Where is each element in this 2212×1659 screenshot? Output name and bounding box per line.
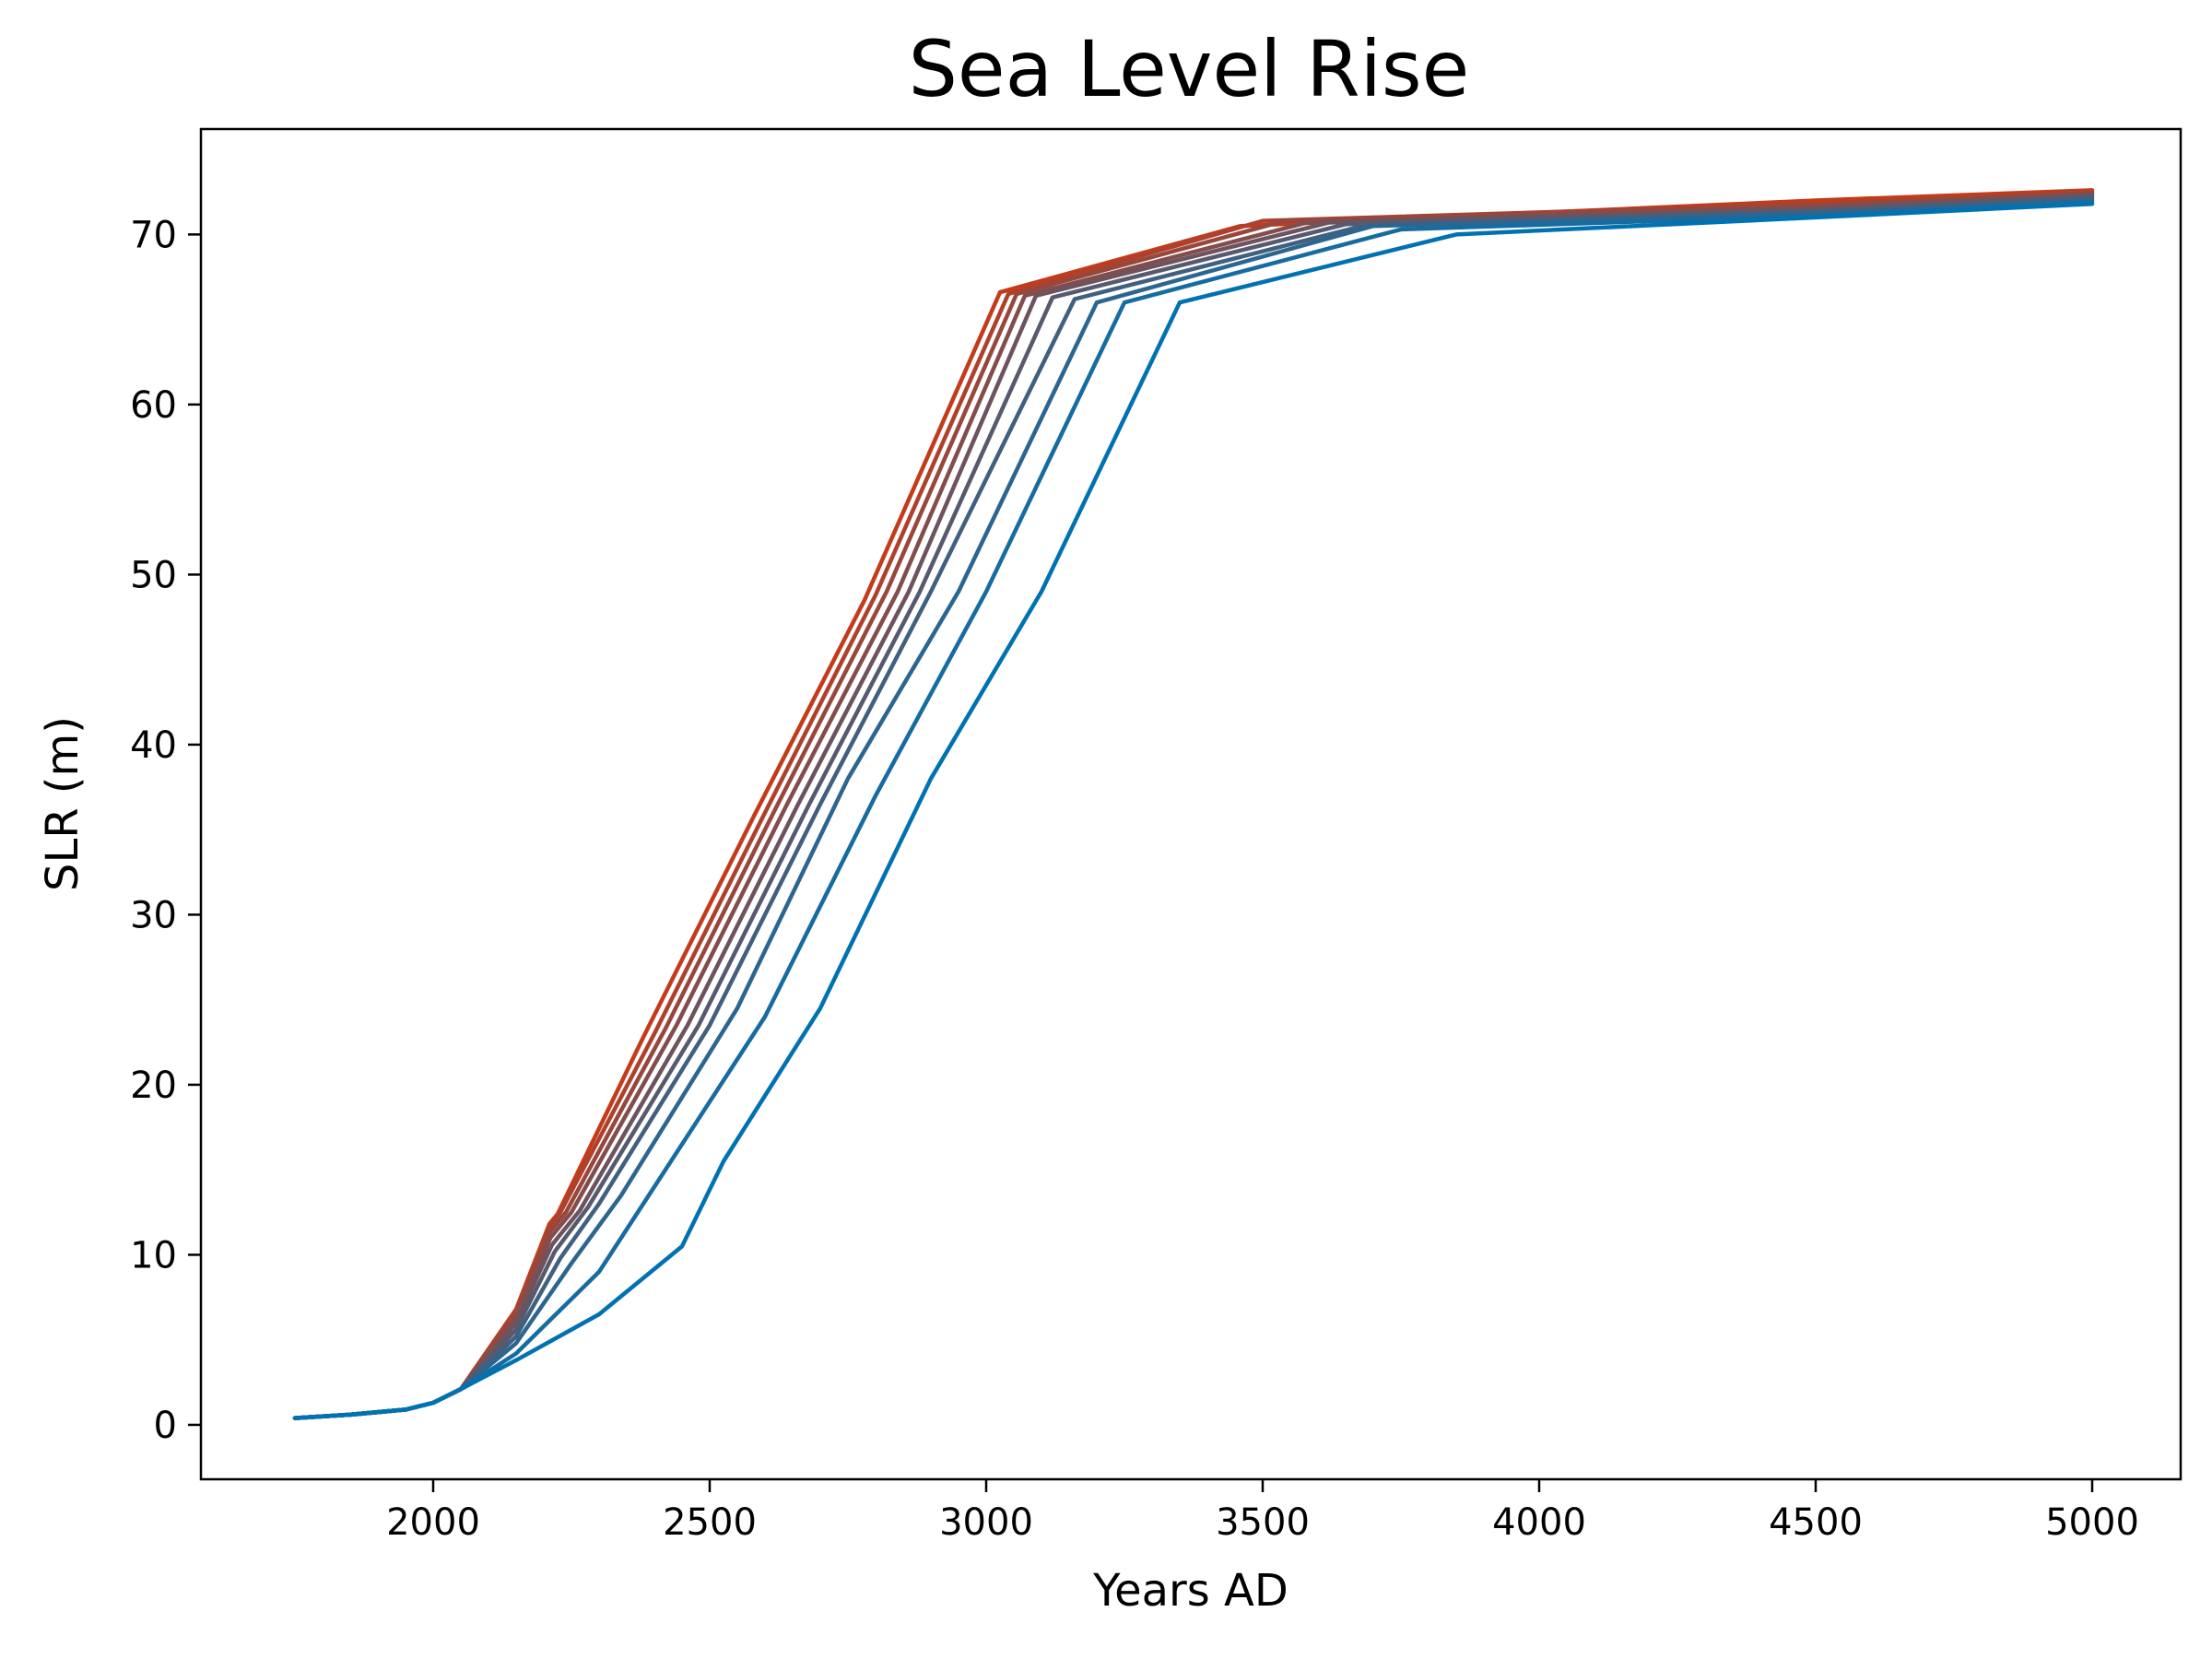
chart-title: Sea Level Rise	[909, 24, 1470, 114]
x-tick-label: 5000	[2045, 1501, 2139, 1544]
y-tick-label: 10	[130, 1234, 177, 1277]
x-tick-label: 4000	[1492, 1501, 1586, 1544]
y-tick-label: 70	[130, 214, 177, 256]
x-tick-label: 2500	[663, 1501, 757, 1544]
plot-frame	[199, 127, 2183, 1481]
x-tick-label: 3500	[1216, 1501, 1310, 1544]
x-tick-label: 3000	[939, 1501, 1033, 1544]
y-tick-label: 40	[130, 724, 177, 767]
y-axis: 0 10 20 30 40 50 60 70	[130, 214, 201, 1447]
y-tick-label: 60	[130, 384, 177, 427]
x-tick-label: 2000	[386, 1501, 480, 1544]
series-line-1	[292, 201, 2095, 1420]
y-axis-label: SLR (m)	[37, 716, 88, 891]
y-tick-label: 20	[130, 1065, 177, 1107]
x-tick-label: 4500	[1769, 1501, 1863, 1544]
y-tick-label: 0	[154, 1405, 177, 1447]
y-tick-label: 30	[130, 894, 177, 936]
x-axis: 2000 2500 3000 3500 4000 4500 5000	[386, 1479, 2139, 1544]
y-tick-label: 50	[130, 554, 177, 596]
plot-area	[292, 188, 2095, 1420]
x-axis-label: Years AD	[1092, 1565, 1288, 1617]
